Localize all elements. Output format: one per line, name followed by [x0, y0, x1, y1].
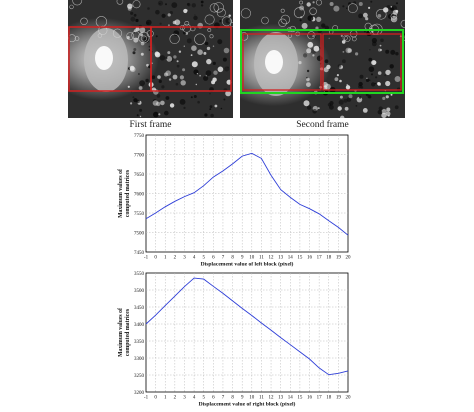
x-tick-label: 13	[278, 396, 284, 401]
x-tick-label: 16	[307, 396, 313, 401]
x-tick-label: 1	[164, 396, 167, 401]
x-tick-label: 19	[336, 396, 342, 401]
x-tick-label: 5	[202, 396, 205, 401]
x-tick-label: 17	[317, 396, 323, 401]
y-axis-label: Maximum values ofcomputed matrices	[118, 169, 131, 218]
y-tick-label: 3200	[134, 391, 145, 396]
x-tick-label: 1	[164, 256, 167, 261]
x-tick-label: 20	[346, 396, 352, 401]
search-band-outline	[240, 29, 404, 94]
x-tick-label: 7	[222, 396, 225, 401]
x-tick-label: 3	[183, 396, 186, 401]
first-frame-caption: First frame	[129, 120, 172, 130]
y-tick-label: 7750	[134, 134, 145, 139]
y-tick-label: 3550	[134, 272, 145, 277]
left-block-outline	[242, 33, 322, 91]
y-tick-label: 7600	[134, 192, 145, 197]
y-tick-label: 3500	[134, 289, 145, 294]
x-tick-label: 15	[297, 256, 303, 261]
x-tick-label: 11	[259, 256, 264, 261]
x-tick-label: 8	[231, 396, 234, 401]
second-frame-caption: Second frame	[296, 120, 349, 130]
bubble-texture	[240, 0, 405, 118]
y-tick-label: 3350	[134, 340, 145, 345]
x-tick-label: 6	[212, 396, 215, 401]
x-tick-label: 4	[193, 396, 196, 401]
y-tick-label: 3300	[134, 357, 145, 362]
x-tick-label: 0	[154, 256, 157, 261]
x-tick-label: 9	[241, 256, 244, 261]
x-tick-label: 10	[249, 396, 255, 401]
bubble-texture	[68, 0, 233, 118]
y-tick-label: 7450	[134, 251, 145, 256]
x-tick-label: 4	[193, 256, 196, 261]
x-tick-label: -1	[144, 256, 149, 261]
x-tick-label: 12	[269, 256, 275, 261]
second-frame-image	[240, 0, 405, 118]
x-tick-label: 10	[249, 256, 255, 261]
x-tick-label: 5	[202, 256, 205, 261]
x-tick-label: 15	[297, 396, 303, 401]
left-block-chart: -1 0 1 2 3 4 5 6 7 8 9 10 11 12 13 14 15 16 17 18 19 20745075…	[118, 134, 352, 268]
x-tick-label: 18	[326, 256, 332, 261]
x-tick-label: 19	[336, 256, 342, 261]
right-block-outline	[150, 26, 232, 92]
x-axis-label: Displacement value of left block (pixel)	[201, 261, 294, 268]
y-tick-label: 3400	[134, 323, 145, 328]
x-tick-label: 17	[317, 256, 323, 261]
first-frame-image	[68, 0, 233, 118]
plot-area	[145, 272, 349, 393]
x-tick-label: 7	[222, 256, 225, 261]
x-tick-label: 8	[231, 256, 234, 261]
y-axis-label: Maximum values ofcomputed matrices	[118, 308, 131, 357]
x-tick-label: 2	[174, 396, 177, 401]
right-block-outline	[322, 33, 402, 91]
y-tick-label: 7500	[134, 231, 145, 236]
x-tick-label: 16	[307, 256, 313, 261]
y-tick-label: 7700	[134, 153, 145, 158]
x-tick-label: 6	[212, 256, 215, 261]
x-tick-label: 20	[346, 256, 352, 261]
x-tick-label: 12	[269, 396, 275, 401]
x-tick-label: 0	[154, 396, 157, 401]
x-tick-label: 13	[278, 256, 284, 261]
x-tick-label: 14	[288, 256, 294, 261]
series-line	[145, 277, 349, 376]
x-axis-label: Displacement value of right block (pixel…	[199, 401, 296, 408]
y-tick-label: 3450	[134, 306, 145, 311]
x-tick-label: -1	[144, 396, 149, 401]
x-tick-label: 14	[288, 396, 294, 401]
y-tick-label: 7650	[134, 173, 145, 178]
x-tick-label: 3	[183, 256, 186, 261]
x-tick-label: 2	[174, 256, 177, 261]
x-tick-label: 9	[241, 396, 244, 401]
y-tick-label: 7550	[134, 212, 145, 217]
x-tick-label: 18	[326, 396, 332, 401]
right-block-chart: -1 0 1 2 3 4 5 6 7 8 9 10 11 12 13 14 15 16 17 18 19 20320032…	[118, 272, 352, 408]
y-tick-label: 3250	[134, 374, 145, 379]
x-tick-label: 11	[259, 396, 264, 401]
series-line	[145, 152, 349, 236]
